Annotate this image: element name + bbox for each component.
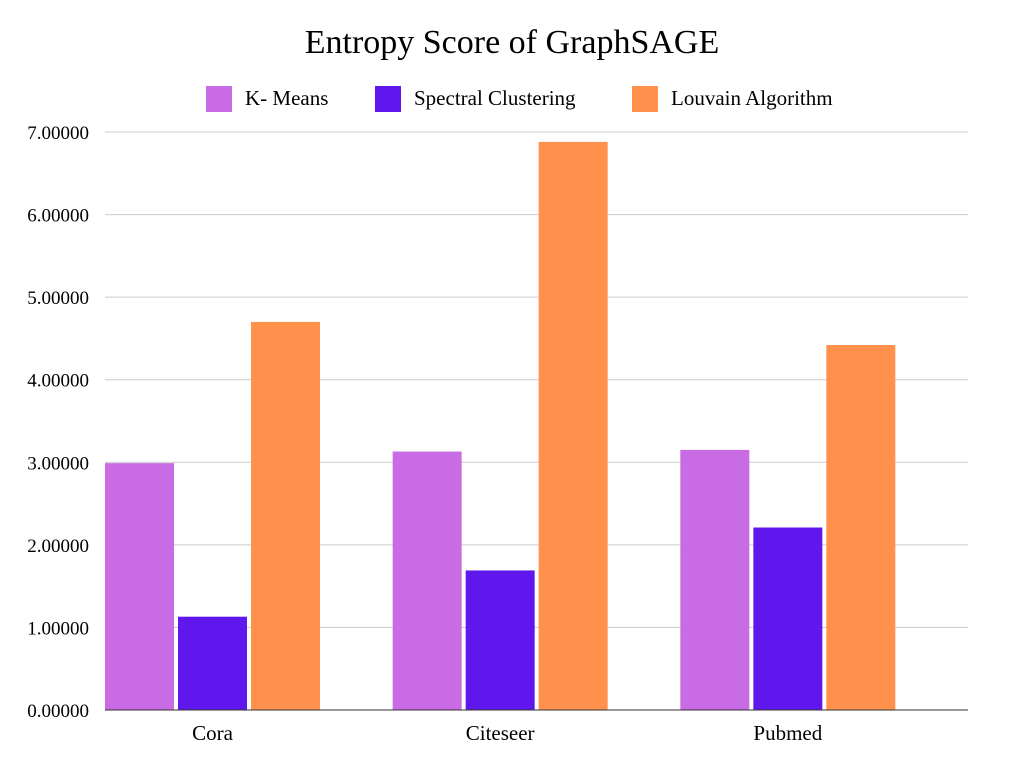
bar <box>753 527 823 710</box>
bar <box>826 345 896 710</box>
bar <box>251 321 320 710</box>
bar <box>465 570 535 710</box>
x-category-label: Cora <box>192 721 234 745</box>
y-tick-label: 1.00000 <box>27 618 89 639</box>
bar <box>105 463 174 710</box>
x-axis: Cora Citeseer Pubmed <box>192 721 823 745</box>
x-category-label: Citeseer <box>466 721 535 745</box>
x-category-label: Pubmed <box>753 721 822 745</box>
bar <box>178 616 247 710</box>
y-tick-label: 2.00000 <box>27 536 89 557</box>
bar <box>392 451 462 710</box>
y-tick-label: 5.00000 <box>27 288 89 309</box>
y-tick-label: 3.00000 <box>27 453 89 474</box>
legend-label: K- Means <box>245 86 328 110</box>
legend: K- Means Spectral Clustering Louvain Algor… <box>206 86 833 112</box>
y-tick-label: 7.00000 <box>27 123 89 144</box>
y-axis: 0.00000 1.00000 2.00000 3.00000 4.00000 5.000… <box>27 123 89 722</box>
y-tick-label: 6.00000 <box>27 206 89 227</box>
legend-label: Spectral Clustering <box>414 86 576 110</box>
chart-title: Entropy Score of GraphSAGE <box>305 24 720 61</box>
bar <box>680 449 750 710</box>
gridlines <box>105 131 968 628</box>
bars <box>105 141 896 710</box>
legend-swatch <box>632 86 658 112</box>
y-tick-label: 0.00000 <box>27 701 89 722</box>
y-tick-label: 4.00000 <box>27 371 89 392</box>
legend-label: Louvain Algorithm <box>671 86 833 110</box>
bar <box>538 141 608 710</box>
legend-swatch <box>375 86 401 112</box>
legend-swatch <box>206 86 232 112</box>
